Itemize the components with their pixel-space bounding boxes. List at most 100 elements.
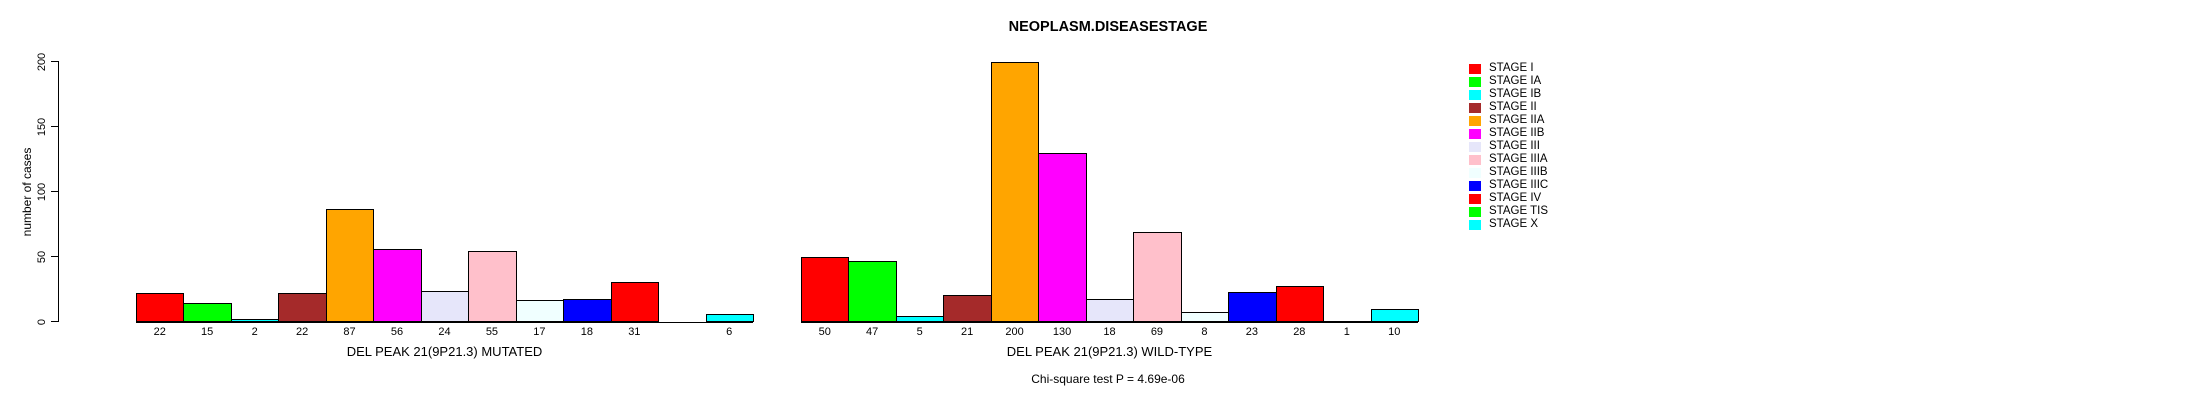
bar-stage-x	[1370, 309, 1419, 322]
bar-count-label: 31	[628, 326, 641, 338]
bar-count-label: 17	[533, 326, 546, 338]
bar-count-label: 69	[1150, 326, 1164, 338]
legend-label: STAGE IIIA	[1489, 153, 1548, 165]
bar-stage-ia	[183, 302, 232, 322]
y-tick-label: 100	[36, 182, 48, 202]
bar-count-label: 21	[960, 326, 974, 338]
bar-stage-iiib	[515, 299, 565, 322]
legend-row: STAGE IIIB	[1469, 166, 1548, 179]
bar-stage-iiib	[1180, 311, 1230, 322]
bar-count-label: 1	[1343, 326, 1350, 338]
legend-swatch-icon	[1469, 219, 1481, 230]
bar-count-label: 2	[251, 326, 258, 338]
legend-label: STAGE IV	[1489, 192, 1542, 204]
legend-row: STAGE TIS	[1469, 205, 1548, 218]
bar-count-label: 47	[866, 326, 879, 338]
bar-stage-iv	[1275, 285, 1325, 322]
bar-stage-i	[136, 293, 185, 322]
legend-swatch-icon	[1469, 89, 1481, 100]
legend-swatch-icon	[1469, 167, 1481, 178]
bar-stage-x	[705, 314, 754, 322]
bar-stage-iib	[1038, 153, 1087, 322]
bar-stage-ib	[895, 315, 945, 322]
y-tick	[51, 126, 58, 127]
y-tick	[51, 321, 58, 322]
legend-swatch-icon	[1469, 115, 1481, 126]
x-baseline	[801, 322, 1418, 323]
legend-swatch-icon	[1469, 193, 1481, 204]
chi-square-note: Chi-square test P = 4.69e-06	[1031, 372, 1185, 386]
bar-count-label: 56	[390, 326, 404, 338]
bar-stage-i	[801, 257, 850, 322]
bar-stage-iii	[1085, 298, 1135, 322]
bar-count-label: 130	[1052, 326, 1072, 338]
legend-swatch-icon	[1469, 128, 1481, 139]
y-tick	[51, 256, 58, 257]
legend-row: STAGE IIIC	[1469, 179, 1548, 192]
legend-swatch-icon	[1469, 102, 1481, 113]
bar-stage-iiic	[1228, 292, 1277, 322]
bar-count-label: 15	[201, 326, 214, 338]
bar-count-label: 87	[343, 326, 356, 338]
legend-row: STAGE III	[1469, 140, 1548, 153]
y-tick-label: 0	[36, 318, 48, 326]
bar-stage-ii	[278, 293, 327, 322]
bar-stage-ib	[230, 319, 280, 322]
legend-label: STAGE IIIC	[1489, 179, 1549, 191]
legend-row: STAGE IIB	[1469, 127, 1548, 140]
bar-count-label: 28	[1293, 326, 1306, 338]
bar-count-label: 22	[153, 326, 166, 338]
legend-row: STAGE I	[1469, 62, 1548, 75]
bar-stage-ia	[848, 260, 897, 322]
x-baseline	[136, 322, 753, 323]
bar-count-label: 18	[1103, 326, 1116, 338]
bar-stage-ii	[943, 294, 992, 322]
group-label: DEL PEAK 21(9P21.3) WILD-TYPE	[1006, 344, 1213, 359]
group-label: DEL PEAK 21(9P21.3) MUTATED	[346, 344, 543, 359]
legend-label: STAGE X	[1489, 218, 1538, 230]
y-tick	[51, 61, 58, 62]
bar-count-label: 8	[1201, 326, 1208, 338]
legend-row: STAGE IA	[1469, 75, 1548, 88]
y-tick-label: 50	[36, 250, 48, 264]
legend-label: STAGE I	[1489, 62, 1534, 74]
legend-row: STAGE IIA	[1469, 114, 1548, 127]
bar-count-label: 23	[1245, 326, 1258, 338]
bar-count-label: 10	[1388, 326, 1401, 338]
legend-label: STAGE II	[1489, 101, 1537, 113]
legend-swatch-icon	[1469, 154, 1481, 165]
y-tick-label: 150	[36, 117, 48, 137]
legend-label: STAGE IIB	[1489, 127, 1545, 139]
bar-count-label: 22	[295, 326, 309, 338]
y-axis-label: number of cases	[20, 147, 34, 237]
y-tick-label: 200	[36, 52, 48, 72]
bar-stage-iia	[325, 208, 375, 322]
chart-title: NEOPLASM.DISEASESTAGE	[1008, 19, 1208, 35]
bar-count-label: 55	[485, 326, 499, 338]
bar-stage-tis	[1323, 320, 1372, 323]
bar-stage-iv	[610, 281, 660, 322]
legend-label: STAGE IIA	[1489, 114, 1545, 126]
bar-count-label: 6	[726, 326, 733, 338]
legend-swatch-icon	[1469, 206, 1481, 217]
legend-row: STAGE X	[1469, 218, 1548, 231]
bar-count-label: 200	[1005, 326, 1024, 338]
bar-count-label: 5	[916, 326, 923, 338]
legend-swatch-icon	[1469, 141, 1481, 152]
bar-stage-iia	[990, 62, 1040, 322]
legend-label: STAGE IIIB	[1489, 166, 1548, 178]
legend-swatch-icon	[1469, 180, 1481, 191]
legend-swatch-icon	[1469, 63, 1481, 74]
legend-row: STAGE IV	[1469, 192, 1548, 205]
bar-count-label: 18	[580, 326, 593, 338]
bar-stage-iii	[420, 290, 470, 322]
legend-label: STAGE III	[1489, 140, 1540, 152]
legend: STAGE I STAGE IA STAGE IB STAGE II STAGE IIA…	[1469, 62, 1548, 231]
legend-label: STAGE IA	[1489, 75, 1542, 87]
legend-row: STAGE IB	[1469, 88, 1548, 101]
legend-row: STAGE IIIA	[1469, 153, 1548, 166]
legend-row: STAGE II	[1469, 101, 1548, 114]
legend-label: STAGE TIS	[1489, 205, 1549, 217]
bar-count-label: 50	[818, 326, 831, 338]
